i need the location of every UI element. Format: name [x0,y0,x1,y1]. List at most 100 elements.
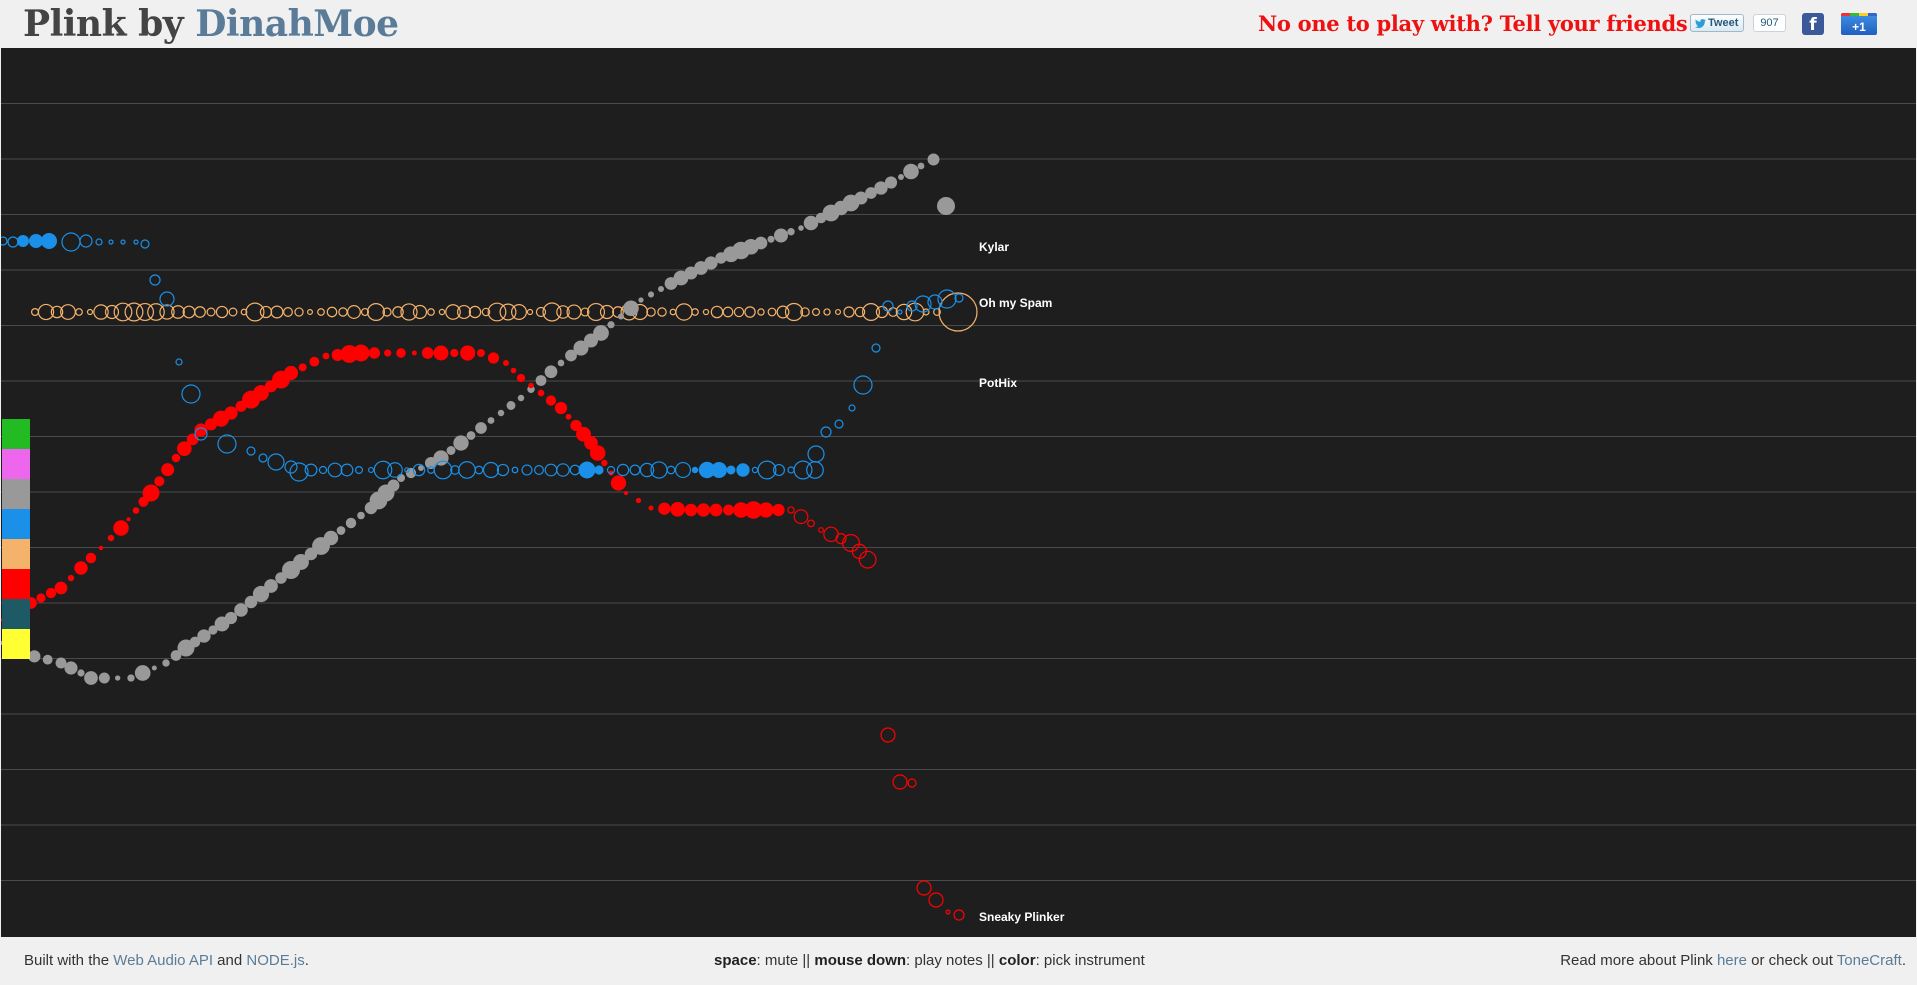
palette-swatch[interactable] [2,479,30,509]
mute-text: : mute || [756,952,815,969]
pothix-trail-dot [317,308,325,316]
sneaky-trail-dot [818,527,824,533]
pothix-trail-dot [468,305,482,319]
kylar-trail-dot [593,325,609,341]
mouse-key: mouse down [814,952,907,969]
app-logo[interactable]: Plink by DinahMoe [23,0,399,48]
spam-trail-dot [882,300,894,312]
sneaky-trail-dot [807,519,815,528]
sneaky-trail-dot [107,534,115,542]
kylar-trail-dot [323,530,339,546]
kylar-trail-dot [787,228,795,236]
pothix-trail-dot [159,304,175,320]
sneaky-trail-dot [368,347,381,359]
sneaky-trail-dot [684,503,698,517]
tweet-button[interactable]: Tweet [1690,14,1744,32]
kylar-trail-dot [638,297,644,303]
player-label-kylar: Kylar [979,240,1010,254]
tweet-count-badge: 907 [1753,14,1786,32]
nodejs-link[interactable]: NODE.js [246,952,305,969]
pothix-cursor [938,292,978,332]
instrument-palette [2,419,30,659]
kylar-trail-dot [127,674,135,682]
spam-trail-dot [906,300,918,312]
kylar-trail-dot [134,665,151,681]
sneaky-trail-dot [177,441,192,456]
sneaky-trail-dot [54,581,68,595]
sneaky-trail-dot [658,502,671,515]
pothix-trail-dot [228,307,238,317]
spam-trail-dot [61,232,81,252]
spam-trail-dot [258,453,268,463]
kylar-trail-dot [874,181,888,195]
read-more-text: Read more about Plink [1560,952,1717,969]
sneaky-trail-dot [758,502,774,518]
spam-trail-dot [544,463,558,477]
music-stage[interactable]: Kylar Oh my Spam PotHix Sneaky Plinker [1,48,1916,937]
pothix-trail-dot [481,307,491,317]
kylar-trail-dot [767,235,775,243]
player-label-sneaky-plinker: Sneaky Plinker [979,910,1065,924]
here-link[interactable]: here [1716,952,1747,969]
kylar-trail-dot [55,657,67,669]
spam-trail-dot [108,239,114,245]
spam-trail-dot [474,465,484,475]
palette-swatch[interactable] [2,509,30,539]
palette-swatch[interactable] [2,599,30,629]
tonecraft-link[interactable]: ToneCraft [1836,952,1902,969]
footer-controls-help: space: mute || mouse down: play notes ||… [714,937,1145,985]
sneaky-trail-dot [709,503,723,517]
palette-swatch[interactable] [2,449,30,479]
footer-more-info: Read more about Plink here or check out … [1560,937,1906,985]
kylar-trail-dot [396,473,406,483]
pothix-trail-dot [294,307,304,317]
sneaky-trail-dot [67,574,75,582]
spam-trail-dot [284,460,298,474]
sneaky-trail-dot [880,727,896,743]
pothix-trail-dot [347,305,361,319]
logo-prefix: Plink by [23,3,196,45]
kylar-trail-dot [264,579,278,593]
sneaky-trail-dot [352,344,370,362]
palette-swatch[interactable] [2,569,30,599]
spam-trail-dot [639,462,655,478]
google-plus-button[interactable]: +1 [1841,13,1877,35]
kylar-trail-dot [387,479,400,492]
pothix-trail-dot [834,308,842,316]
spam-trail-dot [820,426,832,438]
facebook-button[interactable]: f [1802,13,1824,35]
sneaky-trail-dot [411,350,417,356]
footer-and-text: and [213,952,247,969]
kylar-trail-dot [535,375,547,386]
palette-swatch[interactable] [2,539,30,569]
pothix-trail-dot [691,308,699,316]
player-label-oh-my-spam: Oh my Spam [979,296,1053,310]
spam-trail-dot [217,434,237,454]
kylar-cursor [937,197,955,215]
spam-trail-dot [666,465,676,475]
sneaky-trail-dot [945,909,951,915]
pothix-trail-dot [412,304,428,320]
palette-swatch[interactable] [2,629,30,659]
palette-swatch[interactable] [2,419,30,449]
pothix-trail-dot [580,307,590,317]
web-audio-api-link[interactable]: Web Audio API [113,952,214,969]
sneaky-trail-dot [510,367,517,374]
sneaky-trail-dot [537,389,545,397]
sneaky-trail-dot [635,497,642,504]
sneaky-trail-dot [545,395,557,406]
sneaky-trail-dot [487,352,500,364]
color-key: color [998,952,1036,969]
pothix-trail-dot [702,308,710,316]
pothix-trail-dot [382,307,392,317]
share-tagline: No one to play with? Tell your friends! [1258,11,1697,36]
footer-bar: Built with the Web Audio API and NODE.js… [0,937,1917,985]
sneaky-trail-dot [928,892,944,908]
spam-trail-dot [7,236,19,248]
sneaky-trail-dot [589,445,606,461]
stage-canvas[interactable] [1,48,1916,937]
pothix-trail-dot [438,308,446,316]
spam-trail-dot [79,234,93,248]
spam-trail-dot [897,309,903,315]
sneaky-trail-dot [331,348,344,362]
